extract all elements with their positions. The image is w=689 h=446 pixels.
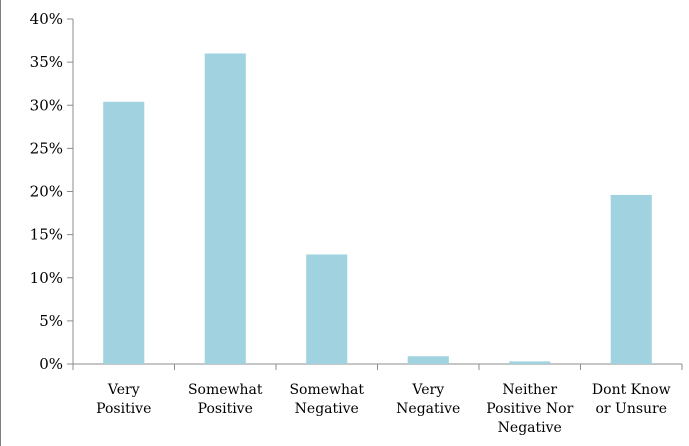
category-label: Neither Positive Nor Negative: [486, 382, 573, 436]
y-tick-label: 20%: [30, 183, 63, 201]
y-axis: 0% 5% 10% 15% 20% 25% 30% 35% 40%: [30, 10, 74, 373]
category-label: Dont Know or Unsure: [592, 382, 671, 417]
y-tick-label: 5%: [39, 312, 63, 330]
y-tick-label: 25%: [30, 139, 63, 157]
x-axis: [72, 363, 683, 370]
y-tick-label: 15%: [30, 226, 63, 244]
y-tick-label: 40%: [30, 10, 63, 28]
category-label: Somewhat Positive: [188, 382, 263, 417]
category-label: Very Negative: [396, 382, 460, 417]
y-tick-label: 10%: [30, 269, 63, 287]
y-tick-label: 30%: [30, 96, 63, 114]
category-label: Somewhat Negative: [289, 382, 364, 417]
bars: [103, 53, 652, 365]
category-labels: Very Positive Somewhat Positive Somewhat Nega…: [96, 382, 670, 436]
bar: [204, 53, 246, 364]
y-tick-label: 35%: [30, 53, 63, 71]
bar: [103, 101, 145, 365]
bar: [306, 254, 348, 364]
bar: [610, 194, 652, 364]
bar: [407, 356, 449, 364]
bar: [509, 361, 551, 364]
y-tick-label: 0%: [39, 355, 63, 373]
category-label: Very Positive: [96, 382, 151, 417]
